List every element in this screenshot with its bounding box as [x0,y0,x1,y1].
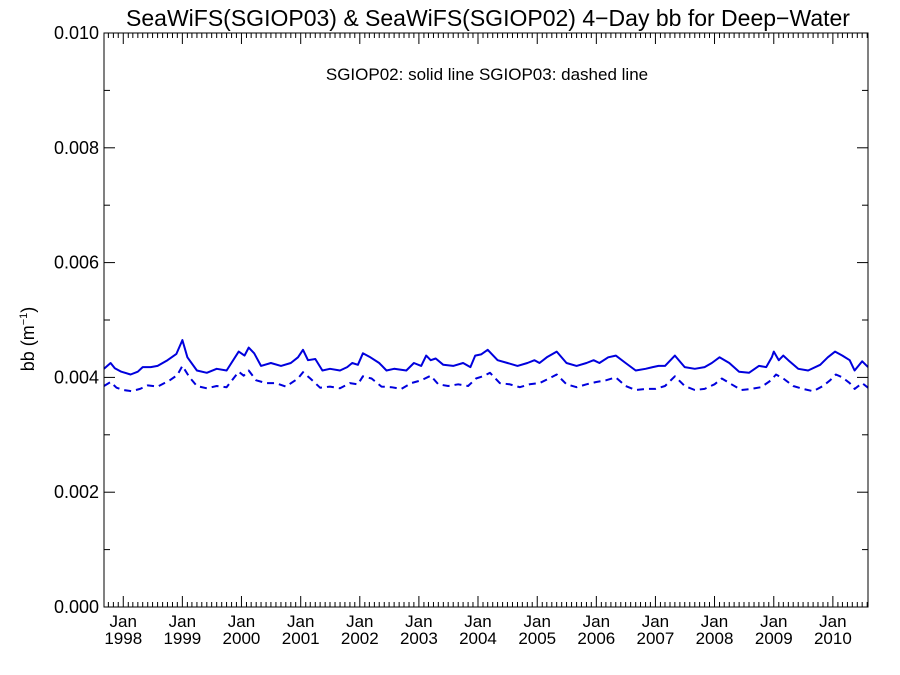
axis-ticks: 0.0000.0020.0040.0060.0080.010Jan1998Jan… [54,23,868,648]
x-tick-month-label: Jan [583,612,610,631]
series-line-sgiop02-solid [103,339,869,376]
y-axis-label: bb (m−1) [18,307,38,372]
x-tick-month-label: Jan [228,612,255,631]
x-tick-month-label: Jan [819,612,846,631]
x-tick-month-label: Jan [464,612,491,631]
x-tick-year-label: 1999 [163,629,201,648]
y-axis-label-exponent: −1 [18,313,30,326]
y-tick-label: 0.010 [54,23,99,43]
x-tick-month-label: Jan [524,612,551,631]
x-tick-year-label: 2002 [341,629,379,648]
x-tick-year-label: 2009 [755,629,793,648]
x-tick-month-label: Jan [169,612,196,631]
x-tick-year-label: 2000 [223,629,261,648]
x-tick-year-label: 2003 [400,629,438,648]
y-axis-label-text: bb (m [18,325,38,371]
chart-title: SeaWiFS(SGIOP03) & SeaWiFS(SGIOP02) 4−Da… [126,5,850,31]
y-tick-label: 0.008 [54,138,99,158]
y-tick-label: 0.006 [54,253,99,273]
x-tick-year-label: 2006 [577,629,615,648]
x-tick-year-label: 2008 [696,629,734,648]
x-tick-month-label: Jan [760,612,787,631]
x-tick-year-label: 2007 [637,629,675,648]
plot-frame [103,32,869,608]
x-tick-year-label: 2005 [518,629,556,648]
x-tick-year-label: 2010 [814,629,852,648]
x-tick-month-label: Jan [642,612,669,631]
x-tick-month-label: Jan [110,612,137,631]
series-lines [103,339,869,393]
y-tick-label: 0.000 [54,597,99,617]
y-axis-label-close: ) [18,307,38,313]
x-tick-year-label: 1998 [104,629,142,648]
series-line-sgiop03-dashed [103,364,869,393]
y-tick-label: 0.002 [54,482,99,502]
x-tick-year-label: 2004 [459,629,497,648]
x-tick-month-label: Jan [287,612,314,631]
x-tick-month-label: Jan [346,612,373,631]
x-tick-year-label: 2001 [282,629,320,648]
line-style-annotation: SGIOP02: solid line SGIOP03: dashed line [326,65,648,84]
y-tick-label: 0.004 [54,367,99,387]
x-tick-month-label: Jan [405,612,432,631]
x-tick-month-label: Jan [701,612,728,631]
